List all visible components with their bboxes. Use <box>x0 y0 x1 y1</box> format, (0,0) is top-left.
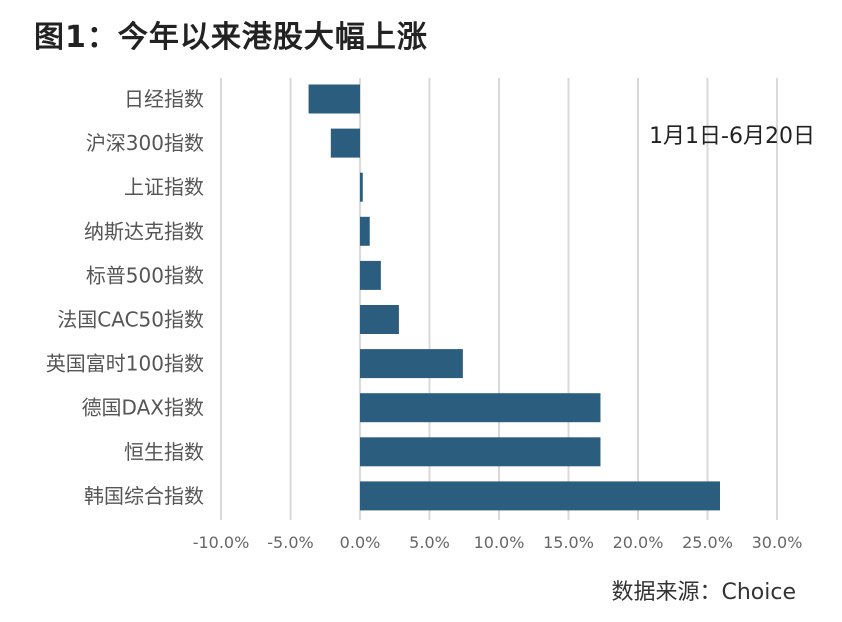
bar <box>360 437 601 467</box>
date-range-annotation: 1月1日-6月20日 <box>649 124 815 149</box>
x-tick-label: 30.0% <box>752 533 803 552</box>
category-label: 德国DAX指数 <box>82 396 204 420</box>
x-tick-label: -10.0% <box>193 533 250 552</box>
bar <box>360 393 601 423</box>
x-tick-label: 15.0% <box>543 533 594 552</box>
bar <box>360 216 370 246</box>
bar <box>330 128 360 158</box>
x-tick-label: 0.0% <box>340 533 381 552</box>
bar <box>360 305 399 334</box>
bar <box>360 481 721 511</box>
x-tick-label: -5.0% <box>267 533 313 552</box>
category-label: 英国富时100指数 <box>46 352 204 376</box>
bar <box>360 349 463 379</box>
x-tick-label: 10.0% <box>474 533 525 552</box>
bar <box>308 84 360 114</box>
bar <box>360 260 381 290</box>
category-label: 上证指数 <box>124 175 204 199</box>
category-label: 纳斯达克指数 <box>84 219 204 243</box>
category-label: 恒生指数 <box>124 440 204 464</box>
x-tick-label: 5.0% <box>409 533 450 552</box>
bar <box>360 172 363 202</box>
category-label: 法国CAC50指数 <box>57 308 204 332</box>
chart-source: 数据来源：Choice <box>611 580 796 605</box>
category-label: 沪深300指数 <box>86 131 204 155</box>
chart-title: 图1：今年以来港股大幅上涨 <box>34 20 428 55</box>
category-label: 韩国综合指数 <box>84 484 204 508</box>
x-tick-label: 25.0% <box>682 533 733 552</box>
category-label: 标普500指数 <box>86 263 204 287</box>
x-tick-label: 20.0% <box>613 533 664 552</box>
category-label: 日经指数 <box>124 87 204 111</box>
